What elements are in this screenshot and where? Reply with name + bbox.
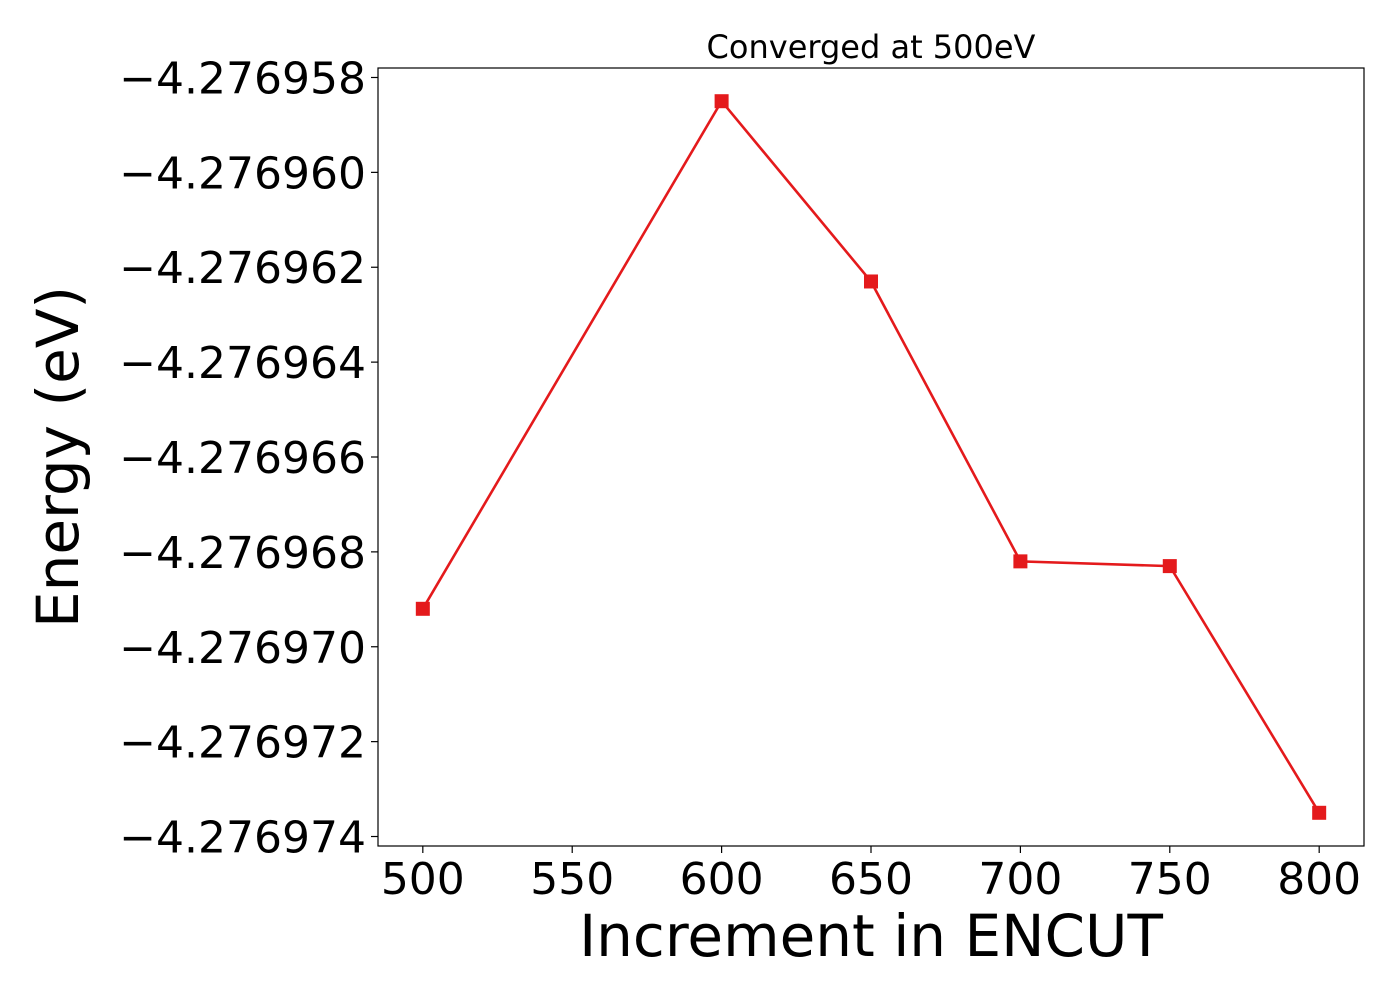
x-axis: 500 550 600 650 700 750 800 [381,846,1361,905]
x-axis-label: Increment in ENCUT [579,902,1163,970]
chart-title: Converged at 500eV [707,28,1036,66]
y-tick-label: −4.276972 [119,718,366,769]
series-group [415,94,1327,820]
y-tick-label: −4.276964 [119,338,366,389]
data-point-marker [864,274,878,289]
data-point-marker [415,601,430,616]
y-tick-label: −4.276974 [119,813,366,864]
y-tick-label: −4.276970 [119,623,366,674]
y-tick-label: −4.276958 [119,53,366,104]
data-point-marker [714,94,729,109]
x-tick-label: 600 [680,854,764,905]
y-tick-label: −4.276960 [119,148,366,199]
y-axis: −4.276958 −4.276960 −4.276962 −4.276964 −4.2… [119,53,378,864]
data-point-marker [1013,554,1028,569]
series-line [421,98,1321,814]
x-tick-label: 800 [1277,854,1361,905]
plot-area-frame [377,67,1365,847]
x-tick-label: 750 [1128,854,1212,905]
data-point-marker [1162,559,1177,574]
x-tick-label: 650 [829,854,913,905]
x-tick-label: 500 [381,854,465,905]
x-tick-label: 550 [530,854,614,905]
y-axis-label: Energy (eV) [24,286,92,628]
y-tick-label: −4.276962 [119,243,366,294]
data-point-marker [1312,805,1327,820]
y-tick-label: −4.276968 [119,528,366,579]
x-tick-label: 700 [978,854,1062,905]
y-tick-label: −4.276966 [119,433,366,484]
